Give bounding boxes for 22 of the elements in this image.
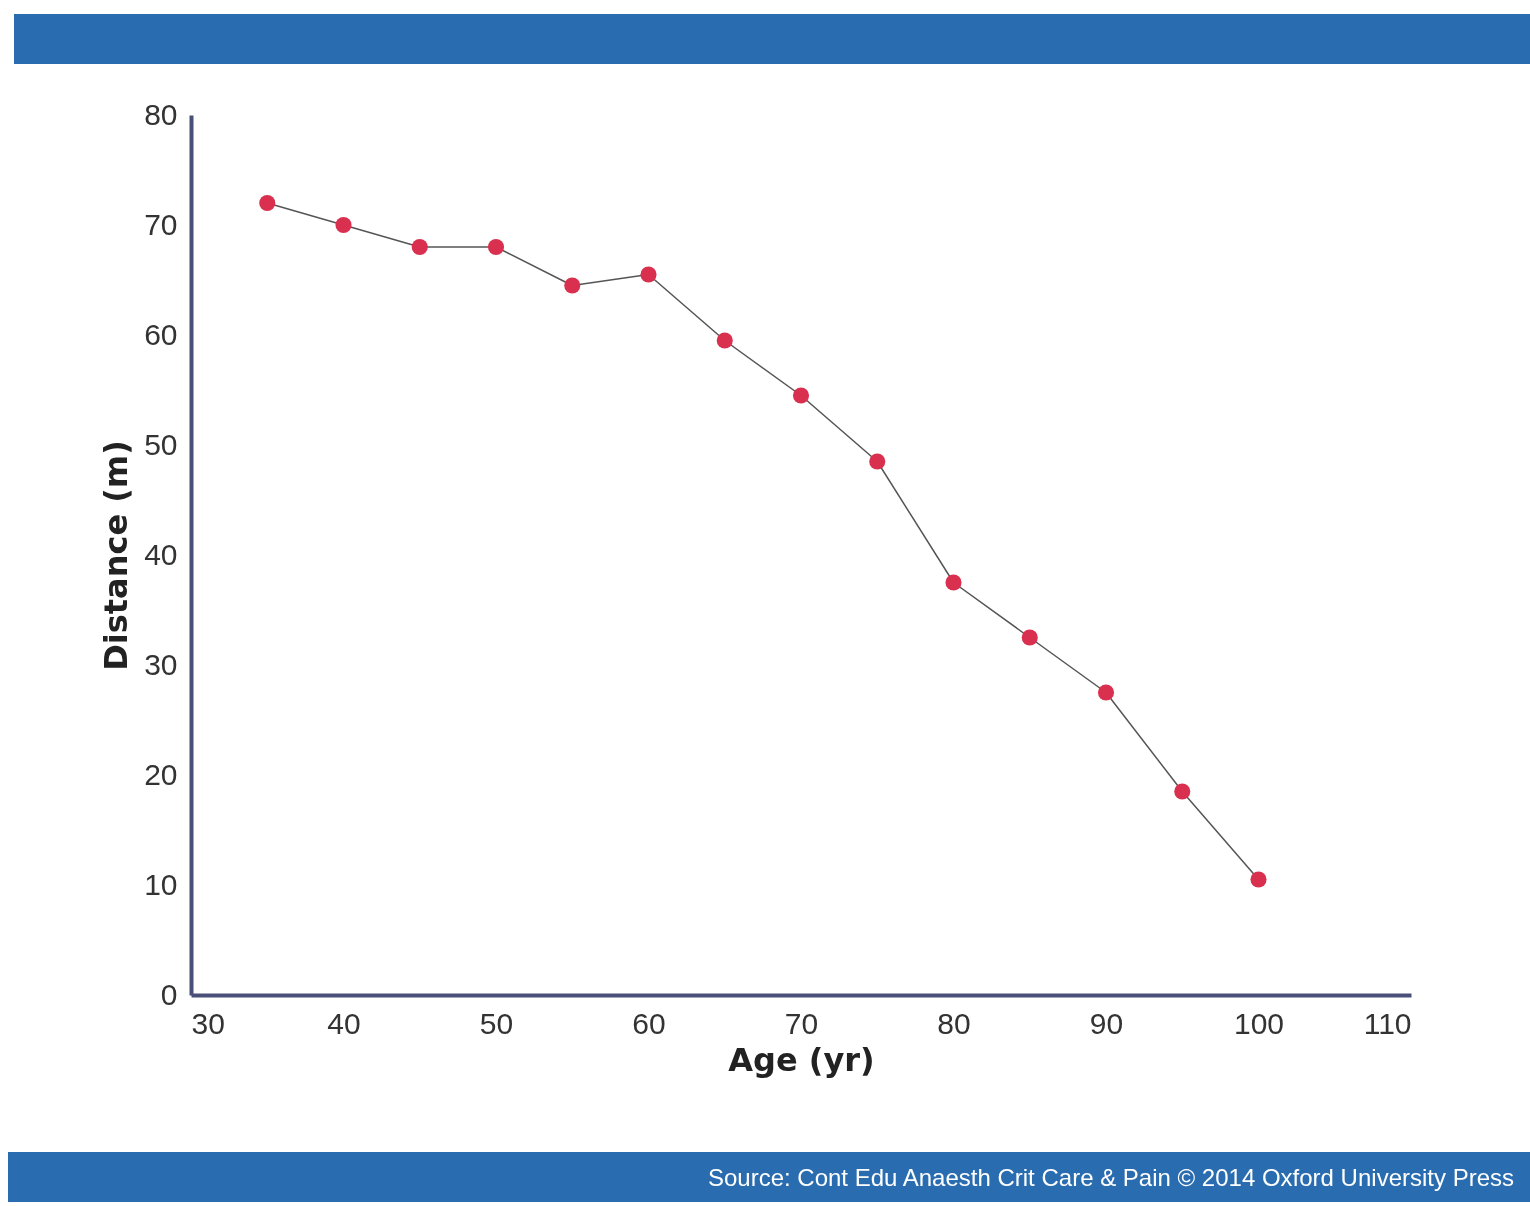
y-tick-label: 50 — [144, 427, 178, 461]
source-note: Source: Cont Edu Anaesth Crit Care & Pain © 2014 Oxford University Press — [707, 1164, 1514, 1192]
y-tick-label: 30 — [144, 647, 178, 681]
y-tick-label: 20 — [144, 757, 178, 791]
x-tick-label: 40 — [327, 1006, 361, 1040]
y-tick-label: 70 — [144, 207, 178, 241]
x-tick-label: 110 — [1363, 1006, 1412, 1040]
y-tick-label: 80 — [144, 97, 178, 131]
x-tick-label: 30 — [191, 1006, 225, 1040]
footer-band: Source: Cont Edu Anaesth Crit Care & Pain © 2014 Oxford University Press — [8, 1152, 1530, 1202]
y-tick-label: 60 — [144, 317, 178, 351]
x-tick-label: 90 — [1089, 1006, 1124, 1040]
y-tick-label: 10 — [144, 867, 178, 901]
x-axis-title: Age (yr) — [728, 1040, 875, 1079]
y-tick-label: 0 — [160, 977, 178, 1011]
x-tick-label: 60 — [632, 1006, 666, 1040]
x-tick-label: 80 — [937, 1006, 971, 1040]
x-tick-label: 50 — [479, 1006, 514, 1040]
x-tick-label: 100 — [1233, 1006, 1285, 1040]
y-tick-label: 40 — [144, 537, 178, 571]
y-axis-title: Distance (m) — [97, 440, 136, 671]
x-tick-label: 70 — [784, 1006, 819, 1040]
